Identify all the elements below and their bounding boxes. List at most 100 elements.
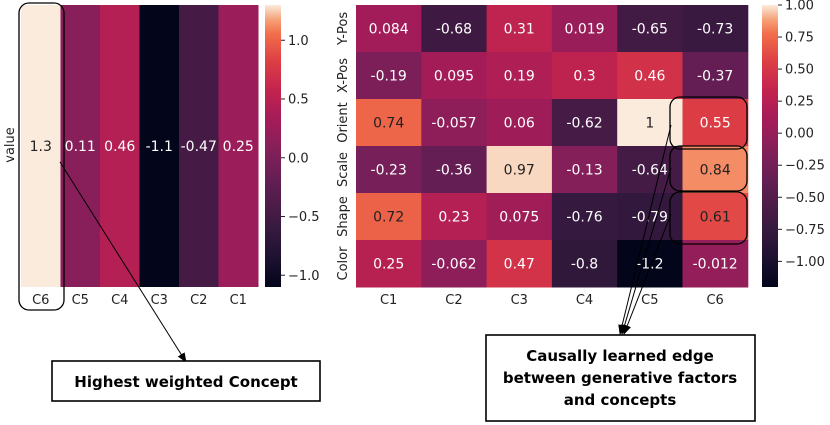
right-colorbar [762, 5, 778, 287]
left-colorbar [265, 5, 281, 287]
left-cell-label-C3: -1.1 [146, 139, 173, 155]
left-colorbar-tick-label: −0.5 [288, 210, 320, 225]
left-cell-label-C5: 0.11 [65, 139, 96, 155]
right-cell-Color-C3 [486, 240, 553, 288]
right-cell-label-Color-C3: 0.47 [504, 257, 535, 273]
edge-highlight-orient-c6 [669, 96, 748, 150]
right-cell-label-Y-Pos-C5: -0.65 [632, 22, 668, 38]
left-cell-C4 [100, 5, 140, 287]
right-cell-Shape-C1 [356, 193, 422, 241]
left-cell-C2 [179, 5, 219, 287]
left-cell-label-C2: -0.47 [181, 139, 217, 155]
right-colorbar-tick-label: 1.00 [785, 0, 814, 14]
right-cell-Shape-C2 [421, 193, 488, 241]
left-x-tick-C6: C6 [32, 293, 49, 308]
left-x-tick-C1: C1 [230, 293, 247, 308]
right-cell-label-Scale-C4: -0.13 [566, 163, 602, 179]
left-colorbar-tick-label: 0.5 [288, 93, 309, 108]
left-axis-label: value [3, 127, 18, 163]
left-heatmap: 1.3 C6 0.11 C5 0.46 C4 -1.1 C3 -0.47 C2 0.25 C1 [21, 5, 259, 308]
right-cell-label-X-Pos-C3: 0.19 [504, 69, 535, 85]
right-cell-label-Y-Pos-C3: 0.31 [504, 22, 535, 38]
right-x-tick-C4: C4 [576, 293, 593, 308]
right-cell-label-Scale-C2: -0.36 [436, 163, 472, 179]
right-cell-Orient-C5 [617, 99, 683, 147]
right-cell-label-X-Pos-C4: 0.3 [573, 69, 595, 85]
right-cell-label-Orient-C4: -0.62 [566, 116, 602, 132]
right-cell-label-Shape-C3: 0.075 [499, 210, 539, 226]
right-cell-Shape-C4 [551, 193, 618, 241]
right-callout-box [485, 334, 756, 422]
right-colorbar-tick-label: 0.25 [785, 95, 814, 110]
right-cell-label-X-Pos-C5: 0.46 [634, 69, 665, 85]
left-callout-box [51, 360, 321, 402]
right-cell-label-Y-Pos-C4: 0.019 [565, 22, 605, 38]
right-y-tick-Y-Pos: Y-Pos [336, 12, 351, 46]
right-y-tick-Shape: Shape [336, 196, 351, 237]
left-callout-arrow [59, 161, 187, 363]
left-colorbar-tick-label: 0.0 [288, 151, 309, 166]
left-x-tick-C4: C4 [111, 293, 128, 308]
right-cell-label-Orient-C2: -0.057 [431, 116, 476, 132]
right-cell-label-X-Pos-C1: -0.19 [371, 69, 407, 85]
left-colorbar-tick-label: 1.0 [288, 34, 309, 49]
right-callout-arrow-orient [618, 124, 672, 335]
left-colorbar-ticks: 1.0 0.5 0.0 −0.5 −1.0 [281, 34, 320, 284]
right-x-tick-C1: C1 [380, 293, 397, 308]
left-callout-text: Highest weighted Concept [74, 373, 297, 391]
right-colorbar-tick-label: −0.25 [785, 159, 825, 174]
right-cell-label-Shape-C1: 0.72 [373, 210, 404, 226]
right-callout-line-2: between generative factors [503, 369, 737, 387]
right-callout-line-3: and concepts [564, 391, 677, 409]
left-x-tick-C2: C2 [190, 293, 207, 308]
right-cell-Orient-C1 [356, 99, 422, 147]
right-cell-label-X-Pos-C2: 0.095 [434, 69, 474, 85]
left-colorbar-tick-label: −1.0 [288, 269, 320, 284]
right-cell-Y-Pos-C2 [421, 5, 488, 53]
right-cell-label-Orient-C6: 0.55 [700, 116, 731, 132]
right-cell-Orient-C6 [682, 99, 749, 147]
right-cell-label-Orient-C1: 0.74 [373, 116, 404, 132]
right-cell-label-Color-C4: -0.8 [571, 257, 598, 273]
right-cell-Scale-C5 [617, 146, 683, 194]
right-cell-Orient-C2 [421, 99, 488, 147]
right-cell-label-Color-C5: -1.2 [636, 257, 663, 273]
right-cell-label-Y-Pos-C1: 0.084 [369, 22, 409, 38]
right-colorbar-tick-label: 0.00 [785, 127, 814, 142]
right-cell-label-Scale-C3: 0.97 [504, 163, 535, 179]
right-cell-X-Pos-C1 [356, 52, 422, 100]
right-cell-X-Pos-C5 [617, 52, 683, 100]
edge-highlight-scale-c6 [669, 145, 748, 192]
right-cell-Y-Pos-C4 [551, 5, 618, 53]
right-cell-Y-Pos-C1 [356, 5, 422, 53]
right-cell-Scale-C1 [356, 146, 422, 194]
right-cell-Scale-C3 [486, 146, 553, 194]
right-cell-label-Scale-C6: 0.84 [700, 163, 731, 179]
right-x-tick-C3: C3 [511, 293, 528, 308]
right-cell-label-Shape-C5: -0.79 [632, 210, 668, 226]
right-cell-Y-Pos-C6 [682, 5, 749, 53]
right-cell-label-Color-C6: -0.012 [693, 257, 738, 273]
right-cell-Shape-C3 [486, 193, 553, 241]
right-cell-X-Pos-C4 [551, 52, 618, 100]
right-cell-Orient-C4 [551, 99, 618, 147]
edge-highlight-shape-c6 [669, 191, 748, 245]
right-cell-label-Color-C1: 0.25 [373, 257, 404, 273]
right-cell-Color-C2 [421, 240, 488, 288]
right-cell-Scale-C6 [682, 146, 749, 194]
right-cell-Shape-C6 [682, 193, 749, 241]
right-cell-Orient-C3 [486, 99, 553, 147]
right-cell-label-Color-C2: -0.062 [431, 257, 476, 273]
right-cell-label-Scale-C1: -0.23 [371, 163, 407, 179]
right-cell-X-Pos-C2 [421, 52, 488, 100]
right-heatmap: 0.084 -0.68 0.31 0.019 -0.65 -0.73Y-Pos-0.19 0… [336, 5, 749, 308]
right-colorbar-tick-label: 0.50 [785, 63, 814, 78]
right-colorbar-ticks: 1.00 0.75 0.50 0.25 0.00 −0.25 −0.50 −0.75 −1.00 [778, 0, 825, 270]
right-cell-label-Y-Pos-C2: -0.68 [436, 22, 472, 38]
right-cell-Y-Pos-C3 [486, 5, 553, 53]
right-x-tick-C5: C5 [641, 293, 658, 308]
right-y-tick-X-Pos: X-Pos [336, 58, 351, 93]
left-cell-C6 [21, 5, 61, 287]
right-cell-X-Pos-C6 [682, 52, 749, 100]
